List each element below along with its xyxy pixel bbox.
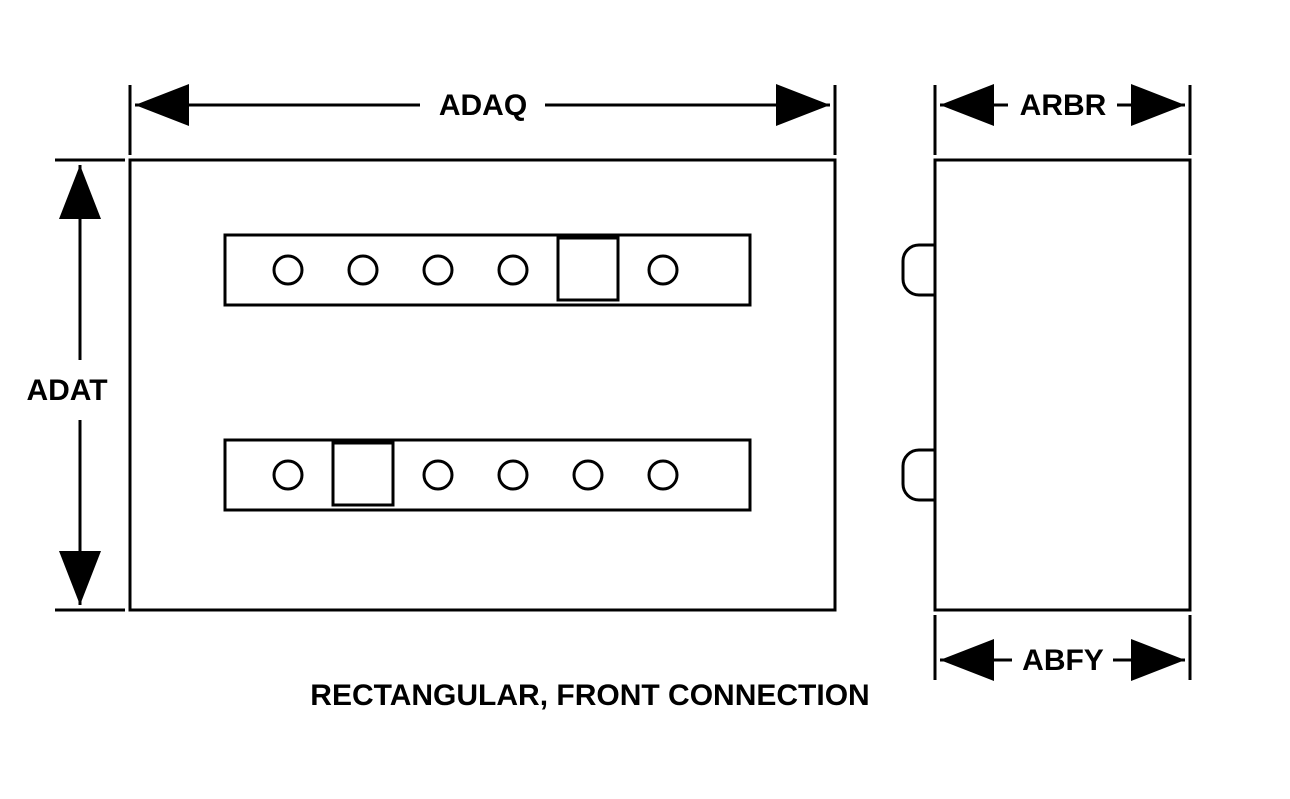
dim-arbr-label: ARBR [1020,89,1107,122]
bottom-strip [225,440,750,510]
bottom-strip-square [333,443,393,505]
top-strip-hole [349,256,377,284]
technical-drawing: ADAQ ADAT ARBR ABFY RECTANGULAR, FRONT C… [0,0,1290,799]
top-strip-hole [499,256,527,284]
diagram-title: RECTANGULAR, FRONT CONNECTION [310,679,869,712]
top-strip [225,235,750,305]
front-view-rect [130,160,835,610]
bottom-strip-hole [649,461,677,489]
side-tab-top [903,245,935,295]
diagram-container: ADAQ ADAT ARBR ABFY RECTANGULAR, FRONT C… [0,0,1290,799]
bottom-strip-hole [424,461,452,489]
top-strip-hole [424,256,452,284]
side-tab-bottom [903,450,935,500]
dim-adaq-label: ADAQ [439,89,527,122]
top-strip-square [558,238,618,300]
top-strip-hole [274,256,302,284]
dim-adat-label: ADAT [26,374,107,407]
dim-abfy-label: ABFY [1022,644,1104,677]
side-view-rect [935,160,1190,610]
bottom-strip-hole [499,461,527,489]
bottom-strip-hole [574,461,602,489]
bottom-strip-hole [274,461,302,489]
top-strip-hole [649,256,677,284]
